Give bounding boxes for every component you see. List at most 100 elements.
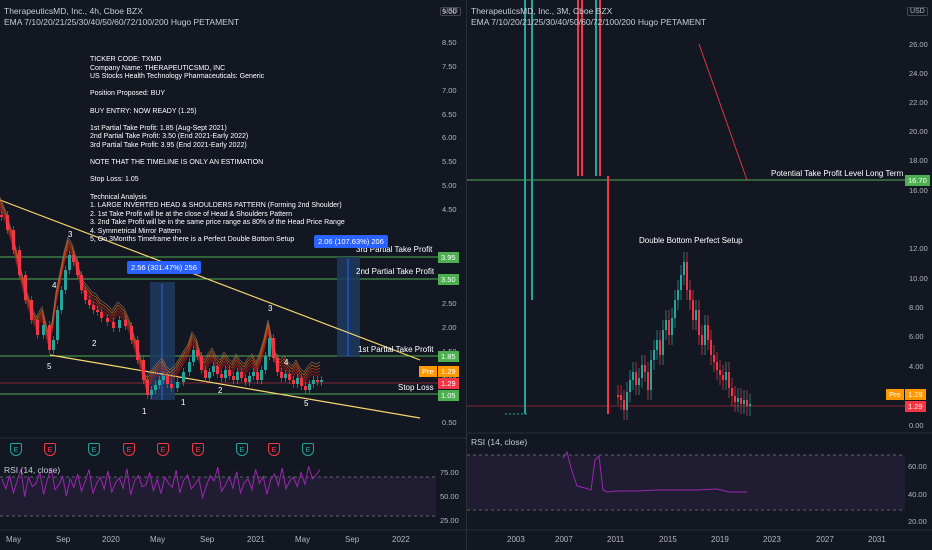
rsi-tick: 25.00 [440,516,459,525]
pre-market-tag: Pre [419,366,437,377]
price-tick: 18.00 [909,156,928,165]
rsi-tick: 60.00 [908,462,927,471]
price-tick: 6.00 [909,332,924,341]
earnings-icon[interactable]: E [192,443,204,456]
candle [653,350,655,360]
price-tick: 26.00 [909,40,928,49]
note-line: 3rd Partial Take Profit: 3.95 (End 2021-… [90,141,247,149]
time-tick: 2022 [392,535,410,544]
price-tick: 20.00 [909,127,928,136]
candle [577,0,579,176]
candle [166,376,169,384]
time-tick: May [6,535,22,544]
candle [96,310,99,312]
candle [182,372,185,382]
candle [48,325,51,350]
candle [276,358,279,372]
earnings-icon[interactable]: E [44,443,56,456]
candle [698,310,700,335]
candle [280,372,283,378]
earnings-icon[interactable]: E [268,443,280,456]
candle [42,325,45,335]
price-tick: 2.00 [442,323,457,332]
last-price-box: 1.29 [905,401,926,412]
wave-label: 4 [52,281,57,290]
candle [88,300,91,305]
note-line [90,116,345,125]
rsi-tick: 75.00 [440,468,459,477]
left-price-chart[interactable] [0,0,466,550]
double-bottom-label[interactable]: Double Bottom Perfect Setup [639,236,743,245]
projection-line[interactable] [698,43,748,181]
candle [136,340,139,360]
note-line [90,185,345,194]
candle [704,325,706,345]
candle [124,320,127,326]
rsi-tick: 50.00 [440,492,459,501]
note-line: NOTE THAT THE TIMELINE IS ONLY AN ESTIMA… [90,159,264,167]
candle [76,262,79,275]
analysis-note[interactable]: TICKER CODE: TXMD Company Name: THERAPEUT… [90,56,345,245]
candle [80,275,83,290]
candle [170,384,173,388]
candle [52,340,55,350]
price-tick: 7.50 [442,62,457,71]
right-chart-title[interactable]: TherapeuticsMD, Inc., 3M, Cboe BZX [471,6,613,16]
price-tick: 0.50 [442,418,457,427]
earnings-icon[interactable]: E [10,443,22,456]
candle [692,300,694,320]
rsi-tick: 20.00 [908,517,927,526]
upper-trendline[interactable] [0,199,421,361]
price-tick: 7.00 [442,86,457,95]
candle [668,320,670,335]
earnings-icon[interactable]: E [157,443,169,456]
tp1-price-box: 1.85 [438,351,459,362]
time-tick: 2031 [868,535,886,544]
candle [212,366,215,372]
right-indicator-label[interactable]: EMA 7/10/20/21/25/30/40/50/60/72/100/200… [471,17,707,27]
tp2-price-box: 3.50 [438,274,459,285]
candle [200,356,203,370]
price-tick: 22.00 [909,98,928,107]
wave-label: 2 [218,386,223,395]
stop-loss-label[interactable]: Stop Loss [398,383,434,392]
candle [268,338,271,356]
left-chart-title[interactable]: TherapeuticsMD, Inc., 4h, Cboe BZX [4,6,143,16]
candle [743,400,745,404]
earnings-icon[interactable]: E [88,443,100,456]
time-tick: 2015 [659,535,677,544]
candle [701,335,703,345]
candle [746,400,748,406]
note-line: Position Proposed: BUY [90,90,166,98]
price-tick: 6.00 [442,133,457,142]
candle [662,330,664,355]
potential-tp-label[interactable]: Potential Take Profit Level Long Term [771,169,904,178]
price-tick: 4.50 [442,205,457,214]
left-rsi-label[interactable]: RSI (14, close) [4,465,61,475]
earnings-icon[interactable]: E [236,443,248,456]
right-currency-label[interactable]: USD [907,7,928,16]
note-line [90,168,345,177]
left-currency-label[interactable]: USD [440,7,461,16]
tp3-label[interactable]: 3rd Partial Take Profit [356,245,433,254]
earnings-icon[interactable]: E [123,443,135,456]
right-price-chart[interactable] [467,0,932,550]
lower-trendline[interactable] [49,354,421,419]
candle [6,215,9,230]
candle [650,360,652,390]
candle [142,360,145,380]
potential-tp-price-box: 16.70 [905,175,930,186]
candle [632,372,634,380]
measure-label-2[interactable]: 2.06 (107.63%) 206 [314,235,388,248]
tp2-label[interactable]: 2nd Partial Take Profit [356,267,435,276]
rsi-line [562,450,747,493]
measure-label-1[interactable]: 2.56 (301.47%) 256 [127,261,201,274]
left-indicator-label[interactable]: EMA 7/10/20/21/25/30/40/50/60/72/100/200… [4,17,240,27]
wave-label: 1 [181,398,186,407]
left-chart-pane[interactable]: TherapeuticsMD, Inc., 4h, Cboe BZX EMA 7… [0,0,466,550]
candle [192,350,195,362]
earnings-icon[interactable]: E [302,443,314,456]
right-chart-pane[interactable]: TherapeuticsMD, Inc., 3M, Cboe BZX EMA 7… [466,0,932,550]
right-rsi-label[interactable]: RSI (14, close) [471,437,528,447]
tp1-label[interactable]: 1st Partial Take Profit [358,345,434,354]
